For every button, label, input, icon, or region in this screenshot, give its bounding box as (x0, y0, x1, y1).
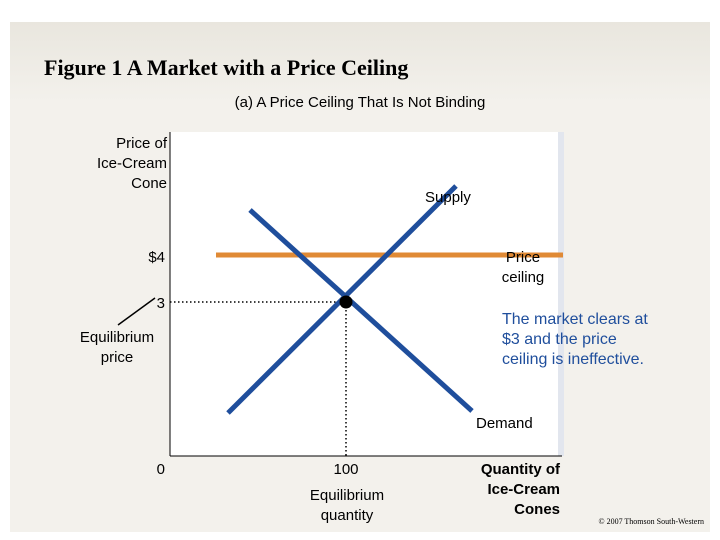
x-axis-label-line-1: Quantity of (480, 461, 560, 478)
equilibrium-quantity-label: Equilibrium quantity (292, 486, 402, 526)
equilibrium-point (339, 295, 353, 309)
equilibrium-price-label: Equilibrium price (72, 328, 162, 368)
equilibrium-price-label-line-2: price (100, 349, 134, 366)
x-axis-label-line-2: Ice-Cream (487, 481, 560, 498)
ceiling-price-tick: $4 (148, 249, 165, 266)
equilibrium-quantity-label-line-1: Equilibrium (309, 487, 385, 504)
supply-label: Supply (425, 189, 471, 206)
origin-label: 0 (156, 461, 165, 478)
price-ceiling-label-line-1: Price (505, 249, 541, 266)
figure-title: Figure 1 A Market with a Price Ceiling (44, 55, 409, 80)
y-axis-label-line-1: Price of (116, 135, 167, 152)
demand-label: Demand (476, 415, 533, 432)
figure-subtitle: (a) A Price Ceiling That Is Not Binding (234, 94, 486, 111)
equilibrium-price-tick: 3 (156, 295, 165, 312)
y-axis-label: Price of Ice-Cream Cone (60, 134, 167, 194)
demand-curve (248, 208, 474, 413)
x-axis-label-line-3: Cones (514, 501, 560, 518)
annotation-line-3: ceiling is ineffective. (502, 351, 644, 368)
price-ceiling-label: Price ceiling (488, 248, 558, 288)
equilibrium-quantity-label-line-2: quantity (320, 507, 374, 524)
equilibrium-price-pointer (117, 297, 156, 326)
price-ceiling-label-line-2: ceiling (501, 269, 545, 286)
annotation-line-1: The market clears at (502, 311, 648, 328)
y-axis-label-line-3: Cone (131, 175, 167, 192)
market-clears-annotation: The market clears at $3 and the price ce… (502, 310, 648, 370)
y-axis-label-line-2: Ice-Cream (96, 155, 167, 172)
copyright-notice: © 2007 Thomson South-Western (598, 517, 704, 526)
annotation-line-2: $3 and the price (502, 331, 617, 348)
x-axis-label: Quantity of Ice-Cream Cones (440, 460, 560, 520)
equilibrium-price-label-line-1: Equilibrium (79, 329, 155, 346)
background-header-fade (10, 22, 710, 102)
equilibrium-quantity-tick: 100 (333, 461, 359, 478)
